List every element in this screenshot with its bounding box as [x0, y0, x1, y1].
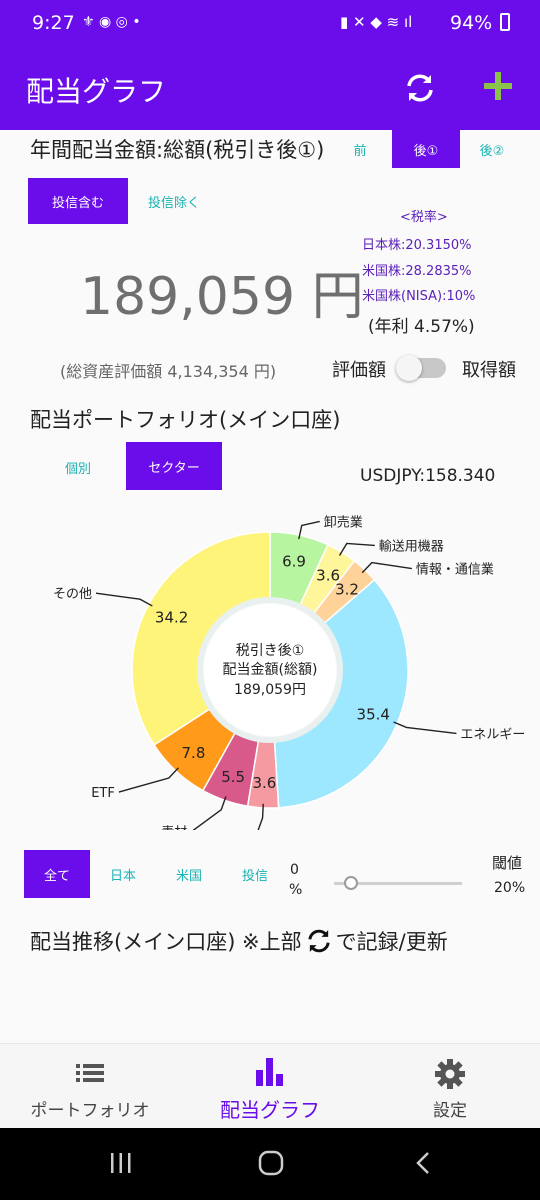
history-heading-pre: 配当推移(メイン口座) ※上部 [30, 930, 302, 954]
leader-line [95, 592, 153, 607]
tax-rate-us-nisa: 米国株(NISA):10% [362, 289, 476, 304]
region-tab-all[interactable]: 全て [24, 850, 90, 898]
center-text-line2: 配当金額(総額) [223, 662, 318, 678]
app-bar: 配当グラフ [0, 46, 540, 130]
bottom-navigation: ポートフォリオ 配当グラフ 設定 [0, 1043, 540, 1128]
battery-icon [500, 13, 510, 31]
tab-after-2[interactable]: 後② [479, 143, 505, 159]
list-icon [76, 1064, 104, 1082]
region-tab-funds[interactable]: 投信 [241, 868, 268, 884]
region-tab-us[interactable]: 米国 [175, 868, 202, 884]
nav-item-dividend-graph[interactable]: 配当グラフ [180, 1044, 360, 1129]
donut-inner-ring [197, 597, 343, 743]
nav-item-settings[interactable]: 設定 [360, 1044, 540, 1129]
history-heading: 配当推移(メイン口座) ※上部 で記録/更新 [30, 926, 448, 956]
status-bar: 9:27 ⚜ ◉ ◎ • ▮ ✕ ◆ ≋ ıl 94% [0, 0, 540, 46]
refresh-icon[interactable] [402, 70, 438, 106]
status-time: 9:27 [32, 12, 75, 34]
donut-hole [204, 604, 336, 736]
slice-name-label: その他 [53, 587, 92, 602]
fx-rate: USDJPY:158.340 [360, 466, 496, 486]
leader-line [257, 803, 264, 830]
slice-name-label: 情報・通信業 [416, 562, 494, 578]
slice-name-label: エネルギー [460, 727, 525, 742]
center-text-line3: 189,059円 [234, 682, 306, 698]
recents-icon[interactable] [108, 1150, 134, 1176]
slice-name-label: 素材 [161, 826, 187, 830]
toggle-knob [396, 355, 422, 381]
home-icon[interactable] [256, 1148, 286, 1178]
tab-after-1[interactable]: 後① [392, 130, 460, 168]
history-heading-post: で記録/更新 [335, 930, 448, 954]
slice-name-label: ETF [91, 786, 115, 801]
system-icons: ▮ ✕ ◆ ≋ ıl [340, 13, 413, 31]
exclude-funds-button[interactable]: 投信除く [147, 195, 200, 211]
toggle-label-cost: 取得額 [462, 360, 516, 381]
plus-icon[interactable] [482, 70, 514, 102]
portfolio-heading: 配当ポートフォリオ(メイン口座) [30, 408, 341, 432]
leader-line [338, 542, 375, 556]
system-navigation-bar [0, 1128, 540, 1200]
slider-thumb[interactable] [344, 876, 358, 890]
dividend-amount: 189,059 円 [80, 267, 364, 327]
slice-name-label: 輸送用機器 [379, 539, 444, 554]
tab-sector[interactable]: セクター [126, 442, 222, 490]
slice-value-label: 6.9 [282, 553, 306, 571]
tax-rate-jp: 日本株:20.3150% [362, 238, 472, 253]
back-icon[interactable] [412, 1150, 436, 1176]
nav-label-dividend-graph: 配当グラフ [220, 1098, 320, 1122]
include-funds-button[interactable]: 投信含む [28, 178, 128, 224]
battery-text: 94% [450, 12, 493, 34]
leader-line [298, 520, 320, 540]
tax-rate-us: 米国株:28.2835% [362, 264, 472, 279]
region-tab-japan[interactable]: 日本 [109, 868, 136, 884]
threshold-slider[interactable] [334, 876, 462, 890]
slice-name-label: 卸売業 [324, 514, 363, 530]
leader-line [393, 721, 457, 735]
slider-min: 0 [290, 862, 299, 878]
tax-title: <税率> [400, 210, 448, 225]
bar-chart-icon [256, 1058, 283, 1086]
tab-before[interactable]: 前 [353, 143, 367, 159]
center-text-line1: 税引き後① [236, 643, 305, 659]
app-title: 配当グラフ [26, 75, 167, 108]
slider-unit: % [289, 882, 303, 898]
leader-line [118, 767, 179, 793]
nav-label-portfolio: ポートフォリオ [30, 1101, 150, 1121]
valuation-toggle[interactable] [396, 355, 446, 381]
sector-donut-chart: 6.93.63.235.43.65.57.834.2 卸売業輸送用機器情報・通信… [53, 514, 525, 830]
slice-value-label: 5.5 [221, 768, 245, 786]
notification-icons: ⚜ ◉ ◎ • [82, 14, 141, 30]
total-assets: (総資産評価額 4,134,354 円) [60, 362, 277, 381]
nav-label-settings: 設定 [433, 1101, 467, 1121]
tab-individual[interactable]: 個別 [64, 461, 91, 477]
slice-value-label: 3.6 [316, 566, 340, 584]
threshold-label: 閾値 [492, 854, 523, 872]
summary-heading: 年間配当金額:総額(税引き後①) [30, 138, 325, 162]
slice-value-label: 34.2 [155, 608, 188, 626]
nav-item-portfolio[interactable]: ポートフォリオ [0, 1044, 180, 1129]
gear-icon [435, 1059, 465, 1089]
slice-value-label: 35.4 [357, 705, 390, 723]
threshold-value: 20% [494, 880, 526, 896]
refresh-icon [308, 929, 330, 953]
slice-value-label: 7.8 [182, 744, 206, 762]
leader-line [192, 796, 227, 830]
slice-value-label: 3.2 [335, 581, 359, 599]
slice-value-label: 3.6 [252, 774, 276, 792]
leader-line [361, 561, 412, 574]
yield-text: (年利 4.57%) [368, 317, 475, 337]
toggle-label-valuation: 評価額 [332, 360, 386, 381]
